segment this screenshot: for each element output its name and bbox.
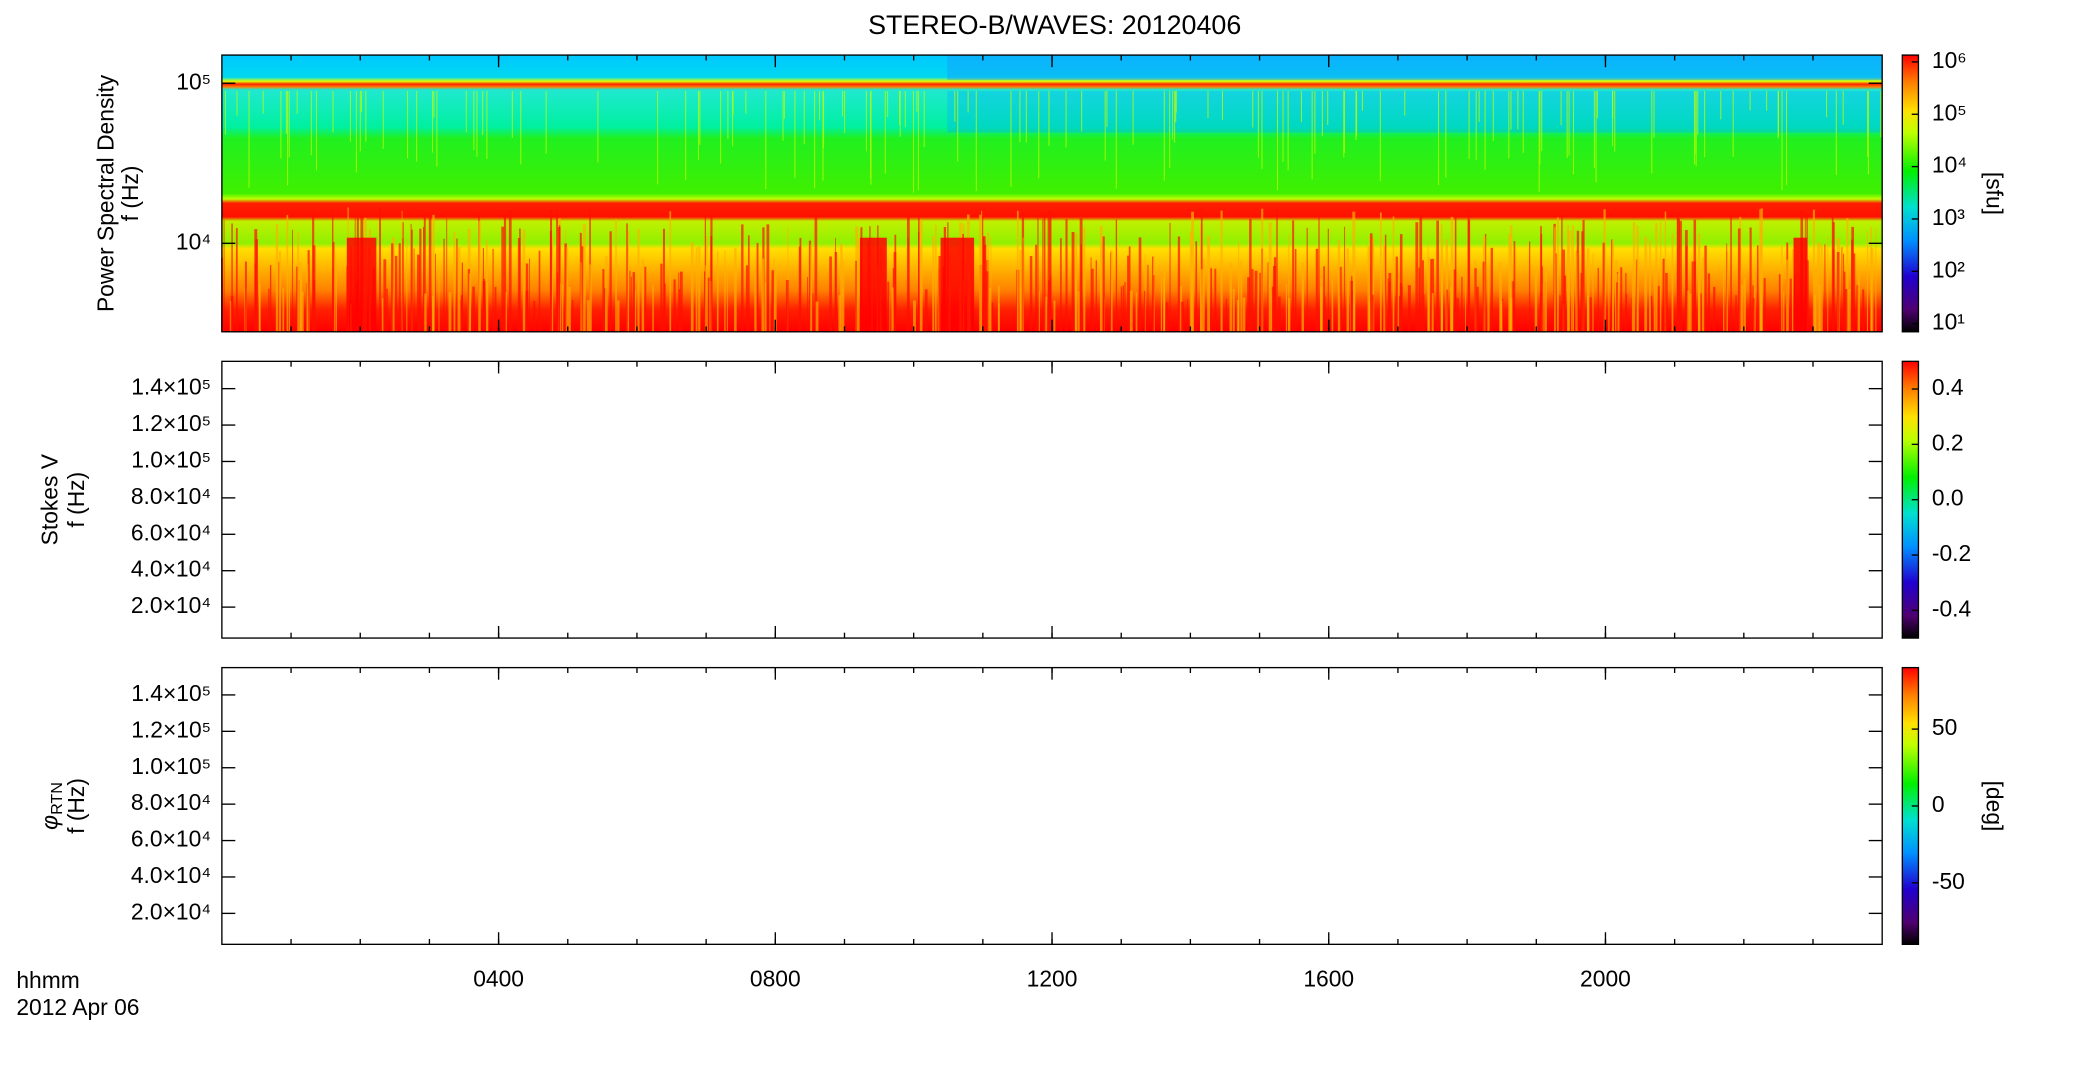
y-tick-label: 8.0×10⁴ — [131, 789, 211, 815]
colorbar-tick-label: 10² — [1932, 256, 1965, 282]
x-axis-sublabel: 2012 Apr 06 — [16, 994, 139, 1020]
colorbar — [1901, 54, 1920, 333]
colorbar-tick-label: 10¹ — [1932, 309, 1965, 335]
colorbar-tick-label: 10⁵ — [1932, 99, 1967, 125]
y-tick-label: 4.0×10⁴ — [131, 862, 211, 888]
y-tick-label: 10⁵ — [176, 68, 211, 94]
colorbar-label: [sfu] — [1981, 172, 2007, 215]
plot-frame — [221, 360, 1883, 639]
y-tick-label: 1.2×10⁵ — [131, 716, 211, 742]
x-axis-label: hhmm — [16, 967, 79, 993]
plot-frame — [221, 666, 1883, 945]
colorbar-tick-label: -0.2 — [1932, 540, 1971, 566]
colorbar-tick-label: 0 — [1932, 791, 1945, 817]
y-axis-label-subscript: RTN — [48, 782, 66, 815]
y-tick-label: 2.0×10⁴ — [131, 592, 211, 618]
colorbar-tick-label: 10³ — [1932, 204, 1965, 230]
x-tick-label: 0400 — [473, 966, 524, 992]
y-tick-label: 6.0×10⁴ — [131, 826, 211, 852]
x-tick-label: 1600 — [1303, 966, 1354, 992]
spectrogram-shade — [947, 55, 1883, 80]
colorbar-label: [deg] — [1981, 781, 2007, 832]
y-axis-label-unit: f (Hz) — [63, 472, 89, 528]
y-tick-label: 1.2×10⁵ — [131, 410, 211, 436]
y-axis-label-unit: f (Hz) — [63, 778, 89, 834]
y-tick-label: 8.0×10⁴ — [131, 483, 211, 509]
y-axis-label-text: φRTN — [36, 782, 66, 830]
y-tick-label: 1.0×10⁵ — [131, 753, 211, 779]
chart-title: STEREO-B/WAVES: 20120406 — [868, 10, 1241, 40]
y-tick-label: 1.4×10⁵ — [131, 680, 211, 706]
y-tick-label: 1.0×10⁵ — [131, 447, 211, 473]
y-tick-label: 4.0×10⁴ — [131, 556, 211, 582]
spectrogram-burst — [859, 237, 887, 332]
spectrogram-shade — [947, 91, 1883, 133]
colorbar-tick-label: 0.0 — [1932, 485, 1964, 511]
colorbar-tick-label: 10⁴ — [1932, 152, 1967, 178]
y-axis-label-symbol: φ — [36, 815, 62, 830]
colorbar-tick-label: -50 — [1932, 868, 1965, 894]
colorbar-tick-label: -0.4 — [1932, 595, 1972, 621]
y-axis-label-unit: f (Hz) — [117, 166, 143, 222]
y-tick-label: 10⁴ — [176, 228, 211, 254]
colorbar-tick-label: 10⁶ — [1932, 47, 1967, 73]
spectrogram-burst — [1793, 237, 1807, 332]
colorbar-tick-label: 0.2 — [1932, 429, 1964, 455]
y-axis-label-text: Stokes V — [36, 453, 62, 545]
y-axis-label-text: Power Spectral Density — [93, 74, 119, 312]
x-tick-label: 1200 — [1027, 966, 1078, 992]
y-tick-label: 1.4×10⁵ — [131, 374, 211, 400]
colorbar-tick-label: 0.4 — [1932, 374, 1964, 400]
spectrogram-burst — [346, 237, 377, 332]
x-tick-label: 0800 — [750, 966, 801, 992]
y-tick-label: 2.0×10⁴ — [131, 898, 211, 924]
colorbar-tick-label: 50 — [1932, 714, 1957, 740]
x-tick-label: 2000 — [1580, 966, 1631, 992]
spectrogram-burst — [940, 237, 975, 332]
y-tick-label: 6.0×10⁴ — [131, 519, 211, 545]
